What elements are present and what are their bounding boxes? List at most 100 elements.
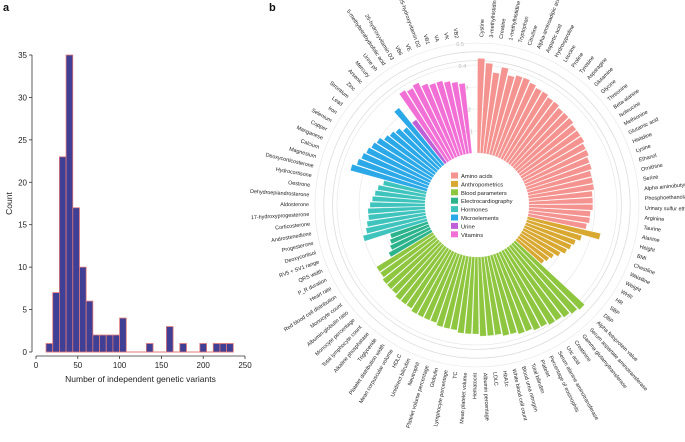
radial-bar [421, 83, 458, 159]
panel-label-a: a [3, 2, 10, 14]
radial-bar [389, 226, 432, 250]
x-tick-label: 150 [155, 361, 169, 370]
radial-category-label: Taurine [643, 225, 661, 233]
radial-bar [511, 242, 578, 315]
histogram-bar [112, 334, 121, 353]
legend-label: Vitamins [461, 233, 483, 239]
radial-bar [478, 256, 487, 337]
radial-bar [528, 190, 593, 202]
radial-category-label: VB2 [452, 28, 459, 39]
radial-bar [376, 137, 435, 178]
radial-category-label: VK [442, 32, 449, 41]
radial-bar [436, 254, 463, 328]
radial-bar [516, 124, 577, 174]
radial-bar [383, 134, 437, 176]
radial-category-label: HDLC [391, 353, 403, 369]
legend-swatch [451, 222, 458, 229]
radial-bar [458, 83, 472, 154]
legend-label: Microelements [461, 216, 499, 222]
radial-category-label: Iron [327, 106, 338, 116]
radial-category-label: Serine [643, 174, 659, 182]
radial-bar [395, 243, 445, 301]
radial-category-label: BMI [636, 254, 647, 263]
histogram-bar [99, 334, 107, 353]
radial-bar [505, 97, 554, 164]
radial-bar [512, 112, 569, 170]
legend-swatch [451, 189, 458, 196]
radial-bar [389, 131, 439, 173]
radial-bar [368, 209, 426, 221]
radial-bar [502, 91, 549, 162]
radial-category-label: WHR [619, 289, 633, 301]
radial-bar [521, 143, 586, 182]
y-tick-label: 25 [18, 136, 27, 145]
radial-outer-ring [323, 51, 631, 359]
radial-bar [400, 245, 447, 305]
legend-label: Electrocardiography [461, 199, 513, 205]
histogram-bar [145, 343, 154, 353]
radial-category-label: Mean platelet volume [459, 372, 468, 424]
radial-category-label: Albumin percentage [481, 373, 489, 421]
radial-category-label: Dehydroepiandrosterone [250, 189, 310, 199]
radial-category-label: 25-hydroxyvitamin D2 [397, 0, 421, 49]
radial-bar [520, 136, 585, 179]
x-axis-title: Number of independent genetic variants [65, 374, 216, 384]
radial-category-label: VA [432, 35, 440, 43]
radial-category-label: Lead [330, 96, 343, 108]
circular-bar-chart: 0.10.20.30.40.5Cystine3-methylhistidineC… [250, 0, 685, 429]
radial-bar [528, 210, 591, 224]
x-tick-label: 250 [238, 361, 252, 370]
radial-category-label: Arginine [644, 215, 664, 223]
radial-category-label: Hematocrit [472, 372, 478, 399]
histogram-bar [219, 343, 228, 353]
histogram-bar [65, 54, 74, 353]
radial-bar [367, 206, 426, 214]
radial-bar [497, 82, 537, 159]
radial-category-label: SBP [608, 305, 621, 317]
radial-bar [495, 252, 533, 332]
legend-label: Blood parameters [461, 191, 507, 197]
radial-bar [480, 62, 493, 154]
radial-bar [406, 88, 453, 161]
radial-bar [484, 255, 502, 336]
radial-tick-label: 0.4 [459, 64, 467, 70]
radial-bar [386, 239, 440, 290]
radial-bar [528, 207, 591, 217]
radial-bar [417, 250, 455, 318]
radial-category-label: Corticosterone [275, 222, 311, 232]
radial-category-label: Platelet volume percentage [406, 365, 431, 429]
radial-bar [491, 75, 523, 157]
radial-bar [526, 216, 601, 240]
radial-category-label: Ethanol [638, 153, 657, 164]
legend-swatch [451, 214, 458, 221]
radial-outer-ring [332, 60, 622, 350]
radial-bar [371, 142, 433, 181]
legend-label: Amino acids [461, 174, 493, 180]
radial-bar [443, 255, 466, 329]
radial-grid-ring [314, 42, 640, 368]
radial-bar [374, 190, 426, 201]
radial-bar [382, 180, 427, 195]
radial-category-label: Urinary sulfur ether [645, 206, 685, 213]
radial-bar [451, 81, 470, 155]
radial-category-label: Phosphoethanolamine [645, 194, 685, 202]
histogram-chart: 0 5 10 15 20 25 30 35 0 50 100 150 200 250 Number of i… [4, 51, 252, 384]
histogram-bar [85, 300, 94, 353]
radial-bar [486, 67, 509, 155]
radial-bar [524, 156, 590, 187]
radial-bar [366, 147, 432, 183]
radial-bar [510, 107, 564, 168]
radial-bar [394, 107, 445, 167]
radial-bar [372, 196, 426, 204]
radial-category-label: Aldosterone [280, 202, 309, 208]
radial-bar [477, 58, 485, 154]
radial-bar [514, 117, 574, 172]
y-tick-label: 35 [18, 51, 27, 60]
radial-category-label: Cystine [479, 19, 486, 37]
radial-bar [388, 229, 433, 258]
histogram-bar [105, 334, 114, 353]
radial-bar [487, 255, 510, 336]
radial-bar [526, 219, 582, 241]
radial-bar [356, 158, 429, 189]
radial-bar [523, 149, 589, 185]
